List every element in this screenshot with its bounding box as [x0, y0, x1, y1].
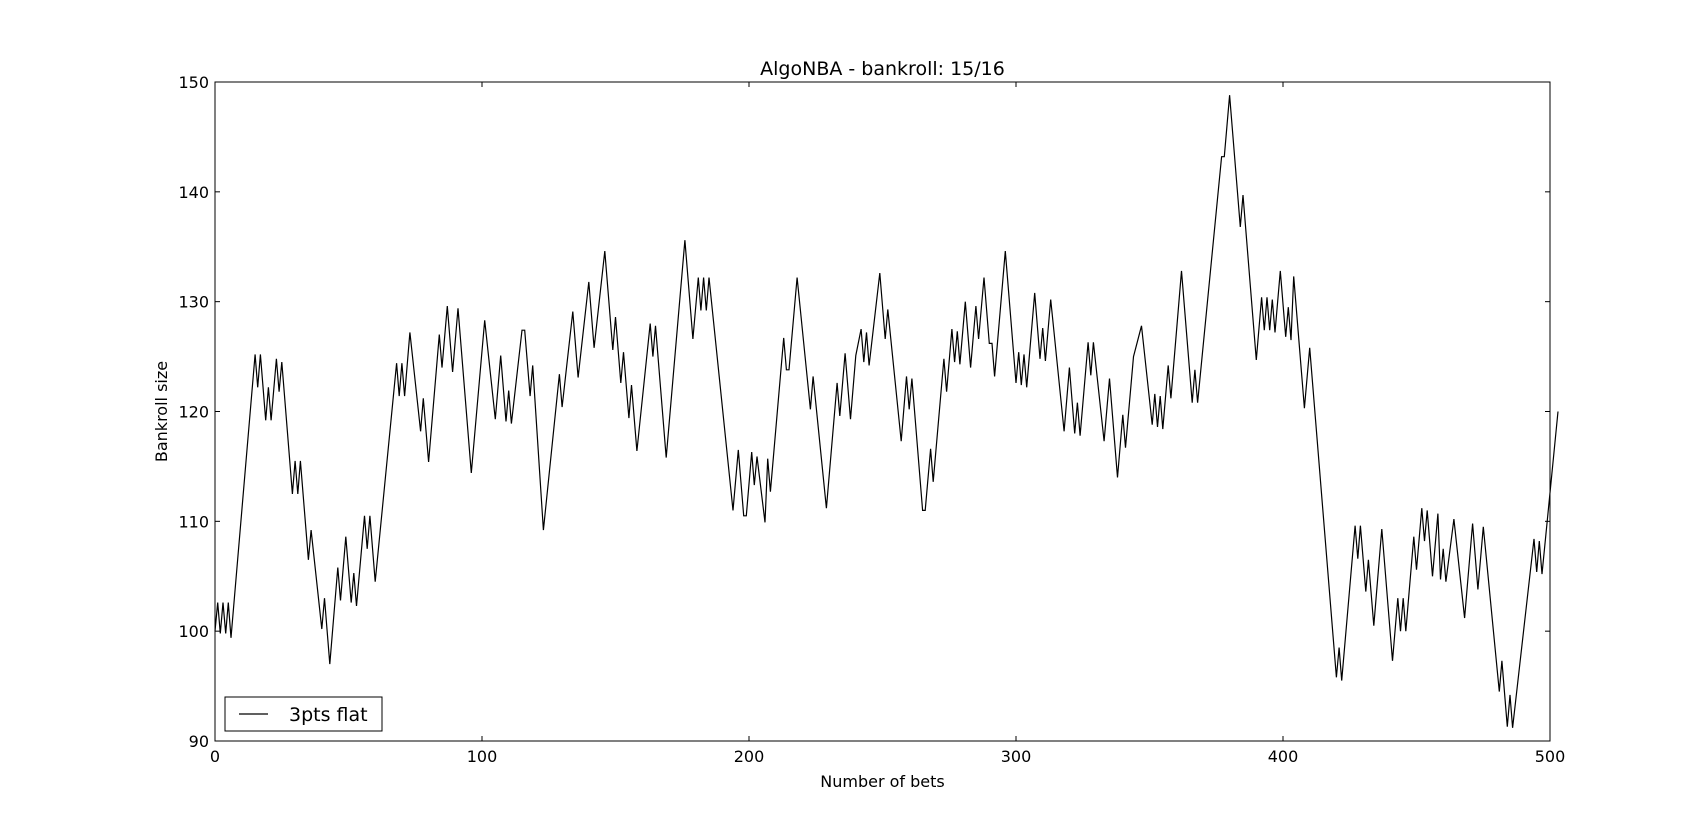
series-group — [214, 95, 1559, 728]
x-tick-label: 0 — [210, 747, 220, 766]
x-tick-label: 300 — [1001, 747, 1032, 766]
y-tick-label: 140 — [178, 183, 209, 202]
x-tick-label: 200 — [734, 747, 765, 766]
plot-area: 0 100 200 300 400 500 90 100 110 120 130 140 150 — [178, 73, 1565, 766]
x-tick-label: 500 — [1535, 747, 1566, 766]
series-line-0 — [214, 95, 1559, 728]
legend: 3pts flat — [224, 696, 383, 732]
x-axis-ticks: 0 100 200 300 400 500 — [210, 82, 1565, 766]
y-tick-label: 150 — [178, 73, 209, 92]
y-tick-label: 120 — [178, 403, 209, 422]
y-tick-label: 110 — [178, 512, 209, 531]
y-tick-label: 90 — [189, 732, 209, 751]
x-tick-label: 100 — [467, 747, 498, 766]
y-axis-ticks: 90 100 110 120 130 140 150 — [178, 73, 1550, 751]
x-axis-label: Number of bets — [820, 772, 944, 791]
y-tick-label: 100 — [178, 622, 209, 641]
x-tick-label: 400 — [1268, 747, 1299, 766]
plot-frame — [214, 81, 1551, 742]
y-axis-label: Bankroll size — [152, 361, 171, 462]
y-tick-label: 130 — [178, 293, 209, 312]
chart-title: AlgoNBA - bankroll: 15/16 — [760, 58, 1005, 80]
legend-entry-label: 3pts flat — [289, 704, 368, 726]
